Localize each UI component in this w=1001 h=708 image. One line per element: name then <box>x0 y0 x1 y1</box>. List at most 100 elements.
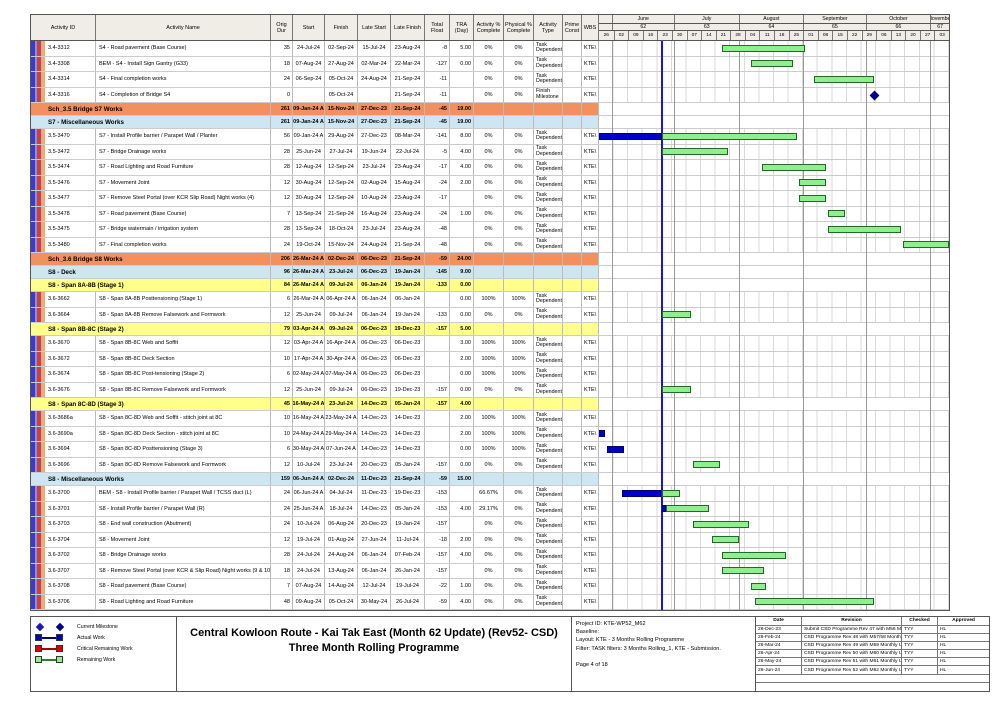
start-cell: 24-Jul-24 <box>293 41 325 56</box>
orig-dur-cell: 84 <box>271 279 293 291</box>
tra-cell <box>450 237 474 252</box>
activity-id-cell: 3.5-3477 <box>45 191 96 206</box>
activity-pct-cell: 0% <box>474 87 504 102</box>
activity-row: 3.5-3476 S7 - Movement Joint 12 30-Aug-24 12… <box>31 175 949 191</box>
total-float-cell: -145 <box>425 266 450 278</box>
section-name-cell: Sch_3.5 Bridge S7 Works <box>45 103 271 115</box>
wbs-band-stripes <box>31 442 45 457</box>
month-number-cell <box>599 24 612 30</box>
activity-row: 3.5-3480 S7 - Final completion works 24 19-… <box>31 237 949 253</box>
physical-pct-cell: 0% <box>504 175 534 190</box>
wbs-cell: KTE\ <box>582 442 599 457</box>
project-info-line: Layout: KTE - 3 Months Rolling Programme <box>576 637 685 644</box>
total-float-cell: -45 <box>425 103 450 115</box>
wbs-band-stripes <box>31 426 45 441</box>
activity-type-cell: Task Dependent <box>534 382 563 397</box>
finish-cell: 07-May-24 A <box>325 367 358 382</box>
timescale-week-row: 26 02 09 16 23 30 07 14 21 28 04 11 18 25 01 08 15 22 29 06… <box>599 31 949 40</box>
tra-cell: 0.00 <box>450 56 474 71</box>
column-header-wbs: WBS <box>582 15 599 40</box>
revision-cell: CSD Programme Rev 48 with M57/58 Monthly… <box>804 633 902 641</box>
wbs-cell <box>582 279 599 291</box>
title-block-footer: Current Milestone Actual Work Critical Rem… <box>30 616 990 692</box>
physical-pct-cell: 0% <box>504 206 534 221</box>
start-cell: 19-Oct-24 <box>293 237 325 252</box>
remaining-work-bar <box>661 489 681 497</box>
gantt-cell <box>599 103 949 115</box>
revision-cell: CSD Programme Rev 52 with M62 Monthly Up… <box>804 666 902 674</box>
total-float-cell <box>425 292 450 307</box>
remaining-work-bar <box>755 598 874 606</box>
activity-id-cell: 3.6-3701 <box>45 501 96 516</box>
tra-cell <box>450 222 474 237</box>
revision-table: Date Revision Checked Approved 26-Dec-23 Subm… <box>756 617 989 691</box>
remaining-work-bar <box>721 567 764 575</box>
wbs-cell: KTE\ <box>582 87 599 102</box>
wbs-cell: KTE\ <box>582 129 599 144</box>
tra-cell: 19.00 <box>450 116 474 128</box>
total-float-cell: -24 <box>425 206 450 221</box>
month-number-cell: 65 <box>803 24 866 30</box>
late-finish-cell: 21-Sep-24 <box>391 116 425 128</box>
prime-const-cell <box>563 206 582 221</box>
orig-dur-cell: 24 <box>271 501 293 516</box>
prime-const-cell <box>563 103 582 115</box>
activity-id-cell: 3.5-3478 <box>45 206 96 221</box>
wbs-band-stripes <box>31 307 45 322</box>
finish-cell: 05-Oct-24 <box>325 594 358 609</box>
activity-row: 3.6-3664 S8 - Span 8A-8B Remove Falsework… <box>31 307 949 323</box>
remaining-work-bar <box>661 386 691 394</box>
gantt-cell <box>599 206 949 221</box>
activity-id-cell: 3.6-3704 <box>45 532 96 547</box>
wbs-band-stripes <box>31 367 45 382</box>
wbs-band-stripes <box>31 279 45 291</box>
gantt-cell <box>599 279 949 291</box>
gantt-cell <box>599 486 949 501</box>
physical-pct-cell: 0% <box>504 222 534 237</box>
late-start-cell: 06-Dec-23 <box>358 323 391 335</box>
prime-const-cell <box>563 457 582 472</box>
activity-id-cell: 3.6-3707 <box>45 563 96 578</box>
late-finish-cell: 05-Jan-24 <box>391 457 425 472</box>
physical-pct-cell: 0% <box>504 237 534 252</box>
activity-pct-cell: 0% <box>474 594 504 609</box>
gantt-cell <box>599 41 949 56</box>
activity-id-cell: 3.4-3312 <box>45 41 96 56</box>
prime-const-cell <box>563 175 582 190</box>
week-tick-cell: 28 <box>730 31 745 40</box>
activity-row: 3.5-3475 S7 - Bridge watermain / irrigati… <box>31 222 949 238</box>
start-cell: 17-Apr-24 A <box>293 351 325 366</box>
column-header-activity-pct: Activity % Complete <box>474 15 504 40</box>
start-cell: 30-Aug-24 <box>293 191 325 206</box>
orig-dur-cell: 24 <box>271 486 293 501</box>
physical-pct-cell: 100% <box>504 426 534 441</box>
wbs-band-stripes <box>31 116 45 128</box>
activity-row: 3.6-3701 S8 - Install Profile barrier / P… <box>31 501 949 517</box>
wbs-cell <box>582 253 599 265</box>
activity-type-cell <box>534 116 563 128</box>
orig-dur-cell: 28 <box>271 144 293 159</box>
orig-dur-cell: 12 <box>271 382 293 397</box>
gantt-cell <box>599 237 949 252</box>
activity-id-cell: 3.6-3703 <box>45 517 96 532</box>
activity-type-cell: Task Dependent <box>534 517 563 532</box>
start-cell: 09-Jan-24 A <box>293 103 325 115</box>
orig-dur-cell: 45 <box>271 398 293 410</box>
activity-row: 3.6-3706 S8 - Road Lighting and Road Furn… <box>31 594 949 610</box>
activity-type-cell: Task Dependent <box>534 222 563 237</box>
month-number-cell: 66 <box>865 24 931 30</box>
activity-name-cell: S7 - Bridge watermain / irrigation syste… <box>96 222 271 237</box>
week-tick-cell: 16 <box>642 31 658 40</box>
finish-cell: 09-Jul-24 <box>325 323 358 335</box>
gantt-cell <box>599 72 949 87</box>
total-float-cell: -48 <box>425 237 450 252</box>
remaining-work-bar <box>721 551 787 559</box>
activity-name-cell: S8 - Movement Joint <box>96 532 271 547</box>
activity-id-cell: 3.6-3672 <box>45 351 96 366</box>
activity-type-cell: Task Dependent <box>534 41 563 56</box>
prime-const-cell <box>563 56 582 71</box>
prime-const-cell <box>563 563 582 578</box>
month-cell: November <box>930 15 949 23</box>
finish-cell: 21-Sep-24 <box>325 206 358 221</box>
